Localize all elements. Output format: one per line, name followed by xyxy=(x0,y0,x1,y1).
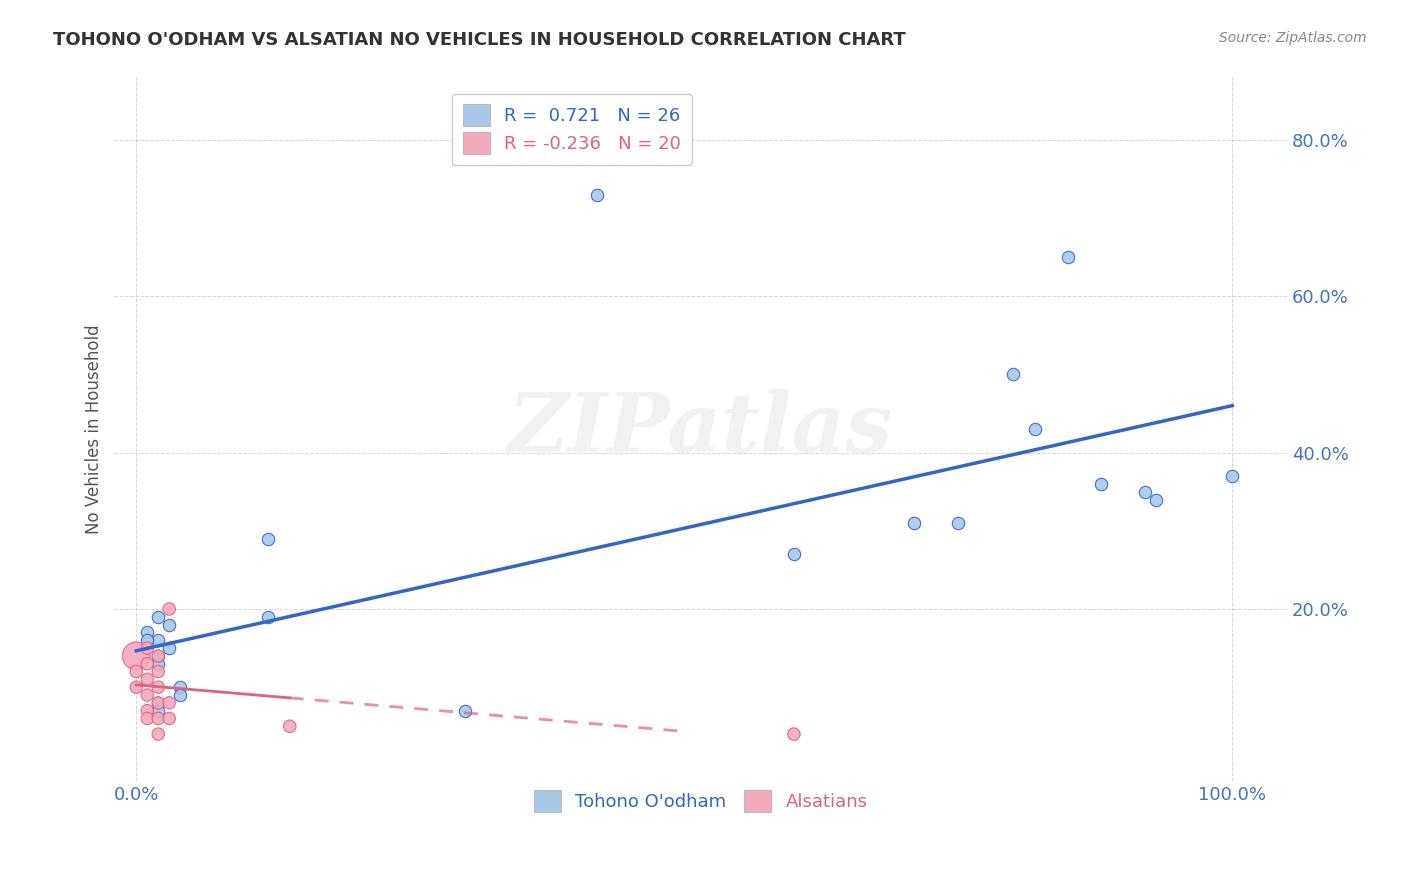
Point xyxy=(783,727,806,741)
Point xyxy=(169,688,191,702)
Point xyxy=(136,633,159,648)
Point xyxy=(148,696,170,710)
Point xyxy=(148,648,170,663)
Point xyxy=(136,704,159,718)
Point xyxy=(1002,368,1025,382)
Point xyxy=(136,688,159,702)
Point xyxy=(136,625,159,640)
Point xyxy=(903,516,925,530)
Point xyxy=(125,665,148,679)
Point xyxy=(1220,469,1243,483)
Legend: Tohono O'odham, Alsatians: Tohono O'odham, Alsatians xyxy=(522,778,880,825)
Point xyxy=(454,704,477,718)
Point xyxy=(157,696,180,710)
Point xyxy=(169,680,191,694)
Point xyxy=(948,516,970,530)
Point xyxy=(157,641,180,656)
Point xyxy=(125,680,148,694)
Point xyxy=(148,665,170,679)
Y-axis label: No Vehicles in Household: No Vehicles in Household xyxy=(86,325,103,534)
Point xyxy=(136,657,159,671)
Point xyxy=(1024,422,1046,436)
Point xyxy=(157,711,180,725)
Point xyxy=(1144,492,1167,507)
Point xyxy=(257,610,280,624)
Point xyxy=(585,187,607,202)
Point xyxy=(148,696,170,710)
Point xyxy=(136,673,159,687)
Point xyxy=(148,727,170,741)
Point xyxy=(278,719,301,733)
Point xyxy=(157,602,180,616)
Point xyxy=(148,633,170,648)
Point xyxy=(148,711,170,725)
Point xyxy=(148,680,170,694)
Point xyxy=(148,704,170,718)
Point xyxy=(148,648,170,663)
Point xyxy=(136,711,159,725)
Point xyxy=(1057,250,1080,264)
Point xyxy=(257,532,280,546)
Point xyxy=(1090,477,1112,491)
Point xyxy=(148,610,170,624)
Point xyxy=(148,657,170,671)
Point xyxy=(136,641,159,656)
Point xyxy=(157,617,180,632)
Text: Source: ZipAtlas.com: Source: ZipAtlas.com xyxy=(1219,31,1367,45)
Text: TOHONO O'ODHAM VS ALSATIAN NO VEHICLES IN HOUSEHOLD CORRELATION CHART: TOHONO O'ODHAM VS ALSATIAN NO VEHICLES I… xyxy=(53,31,907,49)
Text: ZIPatlas: ZIPatlas xyxy=(508,389,893,469)
Point xyxy=(783,547,806,561)
Point xyxy=(125,648,148,663)
Point xyxy=(1133,484,1156,499)
